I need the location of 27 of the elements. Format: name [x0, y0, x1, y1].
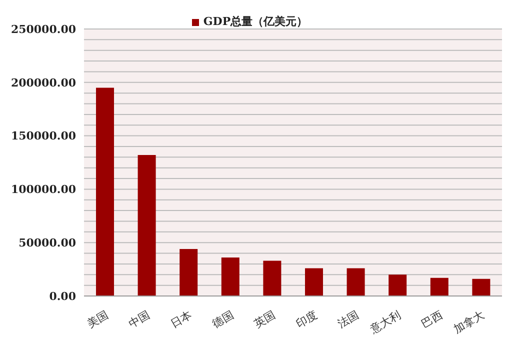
x-tick-label: 中国 [126, 308, 152, 331]
y-tick-label: 150000.00 [10, 130, 76, 143]
bar [138, 155, 156, 296]
bar [180, 249, 198, 296]
y-tick-label: 250000.00 [10, 22, 76, 36]
bar [221, 258, 240, 296]
x-tick-label: 法国 [336, 308, 362, 331]
bar [430, 278, 448, 296]
legend-label: GDP总量（亿美元） [203, 15, 308, 28]
bar [96, 88, 114, 296]
x-tick-label: 美国 [84, 308, 110, 331]
x-tick-label: 加拿大 [452, 308, 487, 336]
bar [305, 268, 323, 296]
x-tick-label: 德国 [210, 308, 236, 331]
y-tick-label: 200000.00 [10, 76, 76, 90]
bar [346, 268, 365, 296]
x-tick-label: 英国 [252, 308, 278, 331]
y-tick-label: 50000.00 [18, 236, 76, 250]
x-tick-label: 印度 [294, 308, 320, 331]
x-tick-label: 日本 [168, 308, 194, 331]
bar [472, 278, 490, 296]
bar [263, 260, 282, 296]
bar [388, 274, 407, 296]
y-tick-label: 0.00 [49, 290, 76, 303]
x-tick-label: 意大利 [367, 308, 403, 337]
y-tick-label: 100000.00 [10, 183, 76, 196]
x-tick-label: 巴西 [419, 308, 445, 331]
